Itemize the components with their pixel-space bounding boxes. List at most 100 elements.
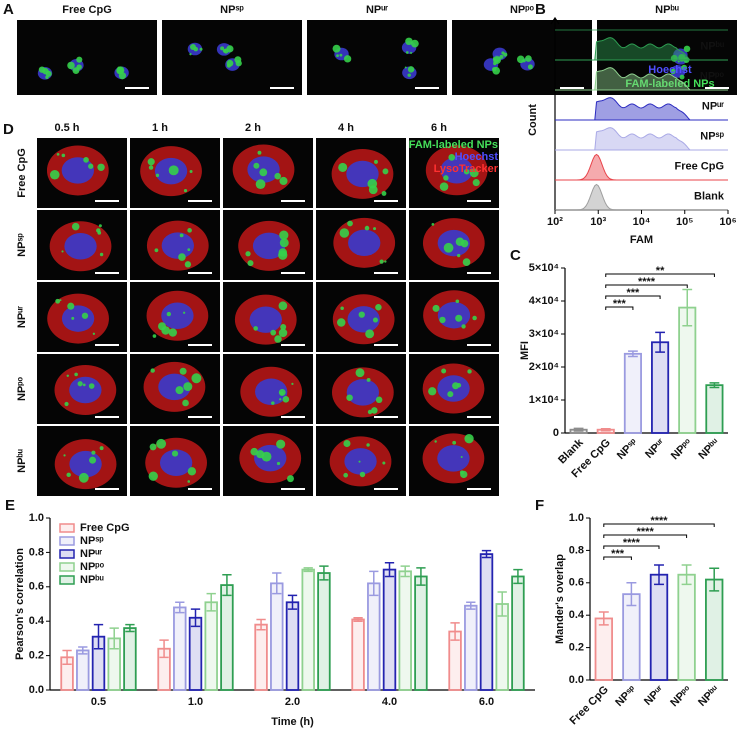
micrograph-bg [307,20,447,95]
error-bar [709,567,720,592]
micrograph [37,138,127,208]
fam-spot [375,304,382,311]
fam-spot [98,224,102,228]
micrograph-bg [597,20,737,95]
fam-spot [501,51,505,55]
y-tick-label: 3×10⁴ [529,328,559,340]
nucleus [347,306,380,333]
fam-spot [59,299,62,302]
fam-spot [459,470,465,475]
fam-spot [226,59,234,67]
y-tick-label: 0.4 [569,609,585,621]
time-label: 0.5 h [54,122,79,134]
fam-spot [332,44,341,53]
bar [285,601,300,691]
fam-spot [67,302,75,310]
x-tick-label: 4.0 [382,696,397,708]
bar [382,568,397,691]
fam-spot [339,53,343,57]
fam-spot [61,153,66,158]
nucleus [437,301,471,329]
error-bar [159,639,169,659]
bar [173,606,187,691]
bar [495,603,509,691]
micrograph-bg [17,20,157,95]
micrograph [130,138,220,208]
fam-spot [358,460,361,463]
fam-spot [455,299,460,304]
fam-spot [253,326,258,331]
fam-spot [97,163,105,171]
fam-spot [259,168,268,177]
fam-spot [364,225,370,231]
row-label: NPᵖᵒ [16,376,28,401]
error-bar [481,549,492,559]
fam-spot [679,74,685,80]
error-bar [206,592,216,612]
bar [301,568,315,691]
bar [123,627,137,691]
fam-spot [189,44,196,51]
fam-spot [278,328,288,338]
fam-spot [88,163,94,169]
x-axis-label: Time (h) [271,716,314,728]
y-tick-label: 0.8 [569,544,584,556]
column-label: NPˢᵖ [220,4,244,16]
fam-spot [461,324,466,329]
fam-spot [187,480,191,483]
fam-spot [405,51,409,54]
fam-spot [150,368,155,373]
error-bar [109,627,119,650]
x-tick-label: NPᵘʳ [642,684,666,708]
row-label: NPᵘʳ [16,306,28,328]
micrograph [409,138,499,208]
fam-spot [152,334,157,338]
fam-spot [467,369,472,374]
fam-spot [410,39,419,48]
y-tick-label: 1.0 [569,512,584,524]
fam-spot [279,398,282,401]
fam-spot [61,250,64,253]
micrograph [130,354,220,424]
micrograph [316,354,406,424]
fam-spot [278,301,288,311]
fam-spot [452,440,457,445]
x-tick-label: NPᵇᵘ [696,437,721,462]
micrograph [223,282,313,352]
fam-spot [274,172,281,180]
error-bar [681,564,692,586]
y-axis-label: MFI [519,341,531,360]
column-label: NPᵇᵘ [655,4,679,16]
y-tick-label: 0.6 [29,581,44,593]
significance-label: ** [656,265,665,277]
bar [367,582,381,691]
panel-letter: E [5,497,15,514]
fam-spot [404,66,407,69]
nucleus [348,229,381,257]
fam-spot [271,401,275,405]
x-tick-label: 10⁶ [719,216,736,228]
fam-spot [457,253,461,258]
legend-label: Blank [694,190,725,202]
error-bar [573,427,584,432]
fam-spot [179,367,187,375]
fam-spot [66,374,69,378]
significance-bracket [603,534,688,538]
micrograph [130,426,220,496]
fam-spot [99,446,104,451]
fam-spot [183,189,188,193]
nucleus [161,232,194,259]
nucleus [64,233,97,260]
error-bar [600,427,611,432]
bar [623,352,642,434]
histogram [555,67,728,91]
micrograph [37,282,127,352]
significance-label: *** [611,548,625,560]
error-bar [598,611,609,626]
bar [622,593,641,681]
micrograph [223,210,313,280]
column-label: NPᵘʳ [366,4,388,16]
bar [651,341,670,434]
significance-label: *** [626,287,640,299]
fam-spot [83,157,89,163]
